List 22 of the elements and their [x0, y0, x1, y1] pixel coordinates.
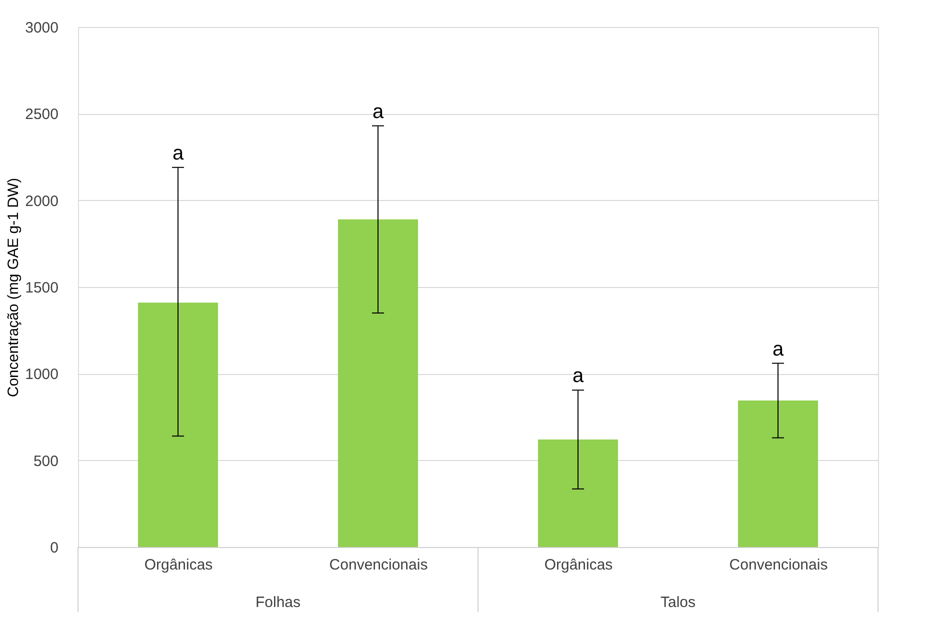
annotation: a: [372, 100, 384, 123]
text: Folhas: [255, 594, 301, 611]
bar: [538, 440, 618, 547]
annotation: a: [172, 142, 184, 164]
text: Talos: [660, 594, 696, 611]
annotation: a: [772, 338, 784, 360]
x-tick-label: Convencionais: [329, 556, 428, 574]
bar: [138, 302, 218, 547]
y-tick-label: 1000: [25, 366, 58, 384]
y-tick-label: 3000: [25, 20, 58, 36]
annotation: a: [572, 365, 584, 388]
y-tick-label: 2000: [25, 192, 58, 210]
bar: [338, 219, 418, 547]
bar: [738, 400, 818, 547]
y-axis-title: Concentração (mg GAE g-1 DW): [5, 178, 22, 398]
x-tick-label: Orgânicas: [544, 556, 613, 574]
x-tick-label: Orgânicas: [144, 556, 213, 574]
y-tick-label: 2500: [25, 106, 58, 124]
y-tick-label: 1500: [25, 280, 58, 296]
y-tick-label: 500: [33, 452, 58, 470]
y-tick-label: 0: [50, 540, 58, 556]
x-tick-label: Convencionais: [729, 556, 828, 574]
